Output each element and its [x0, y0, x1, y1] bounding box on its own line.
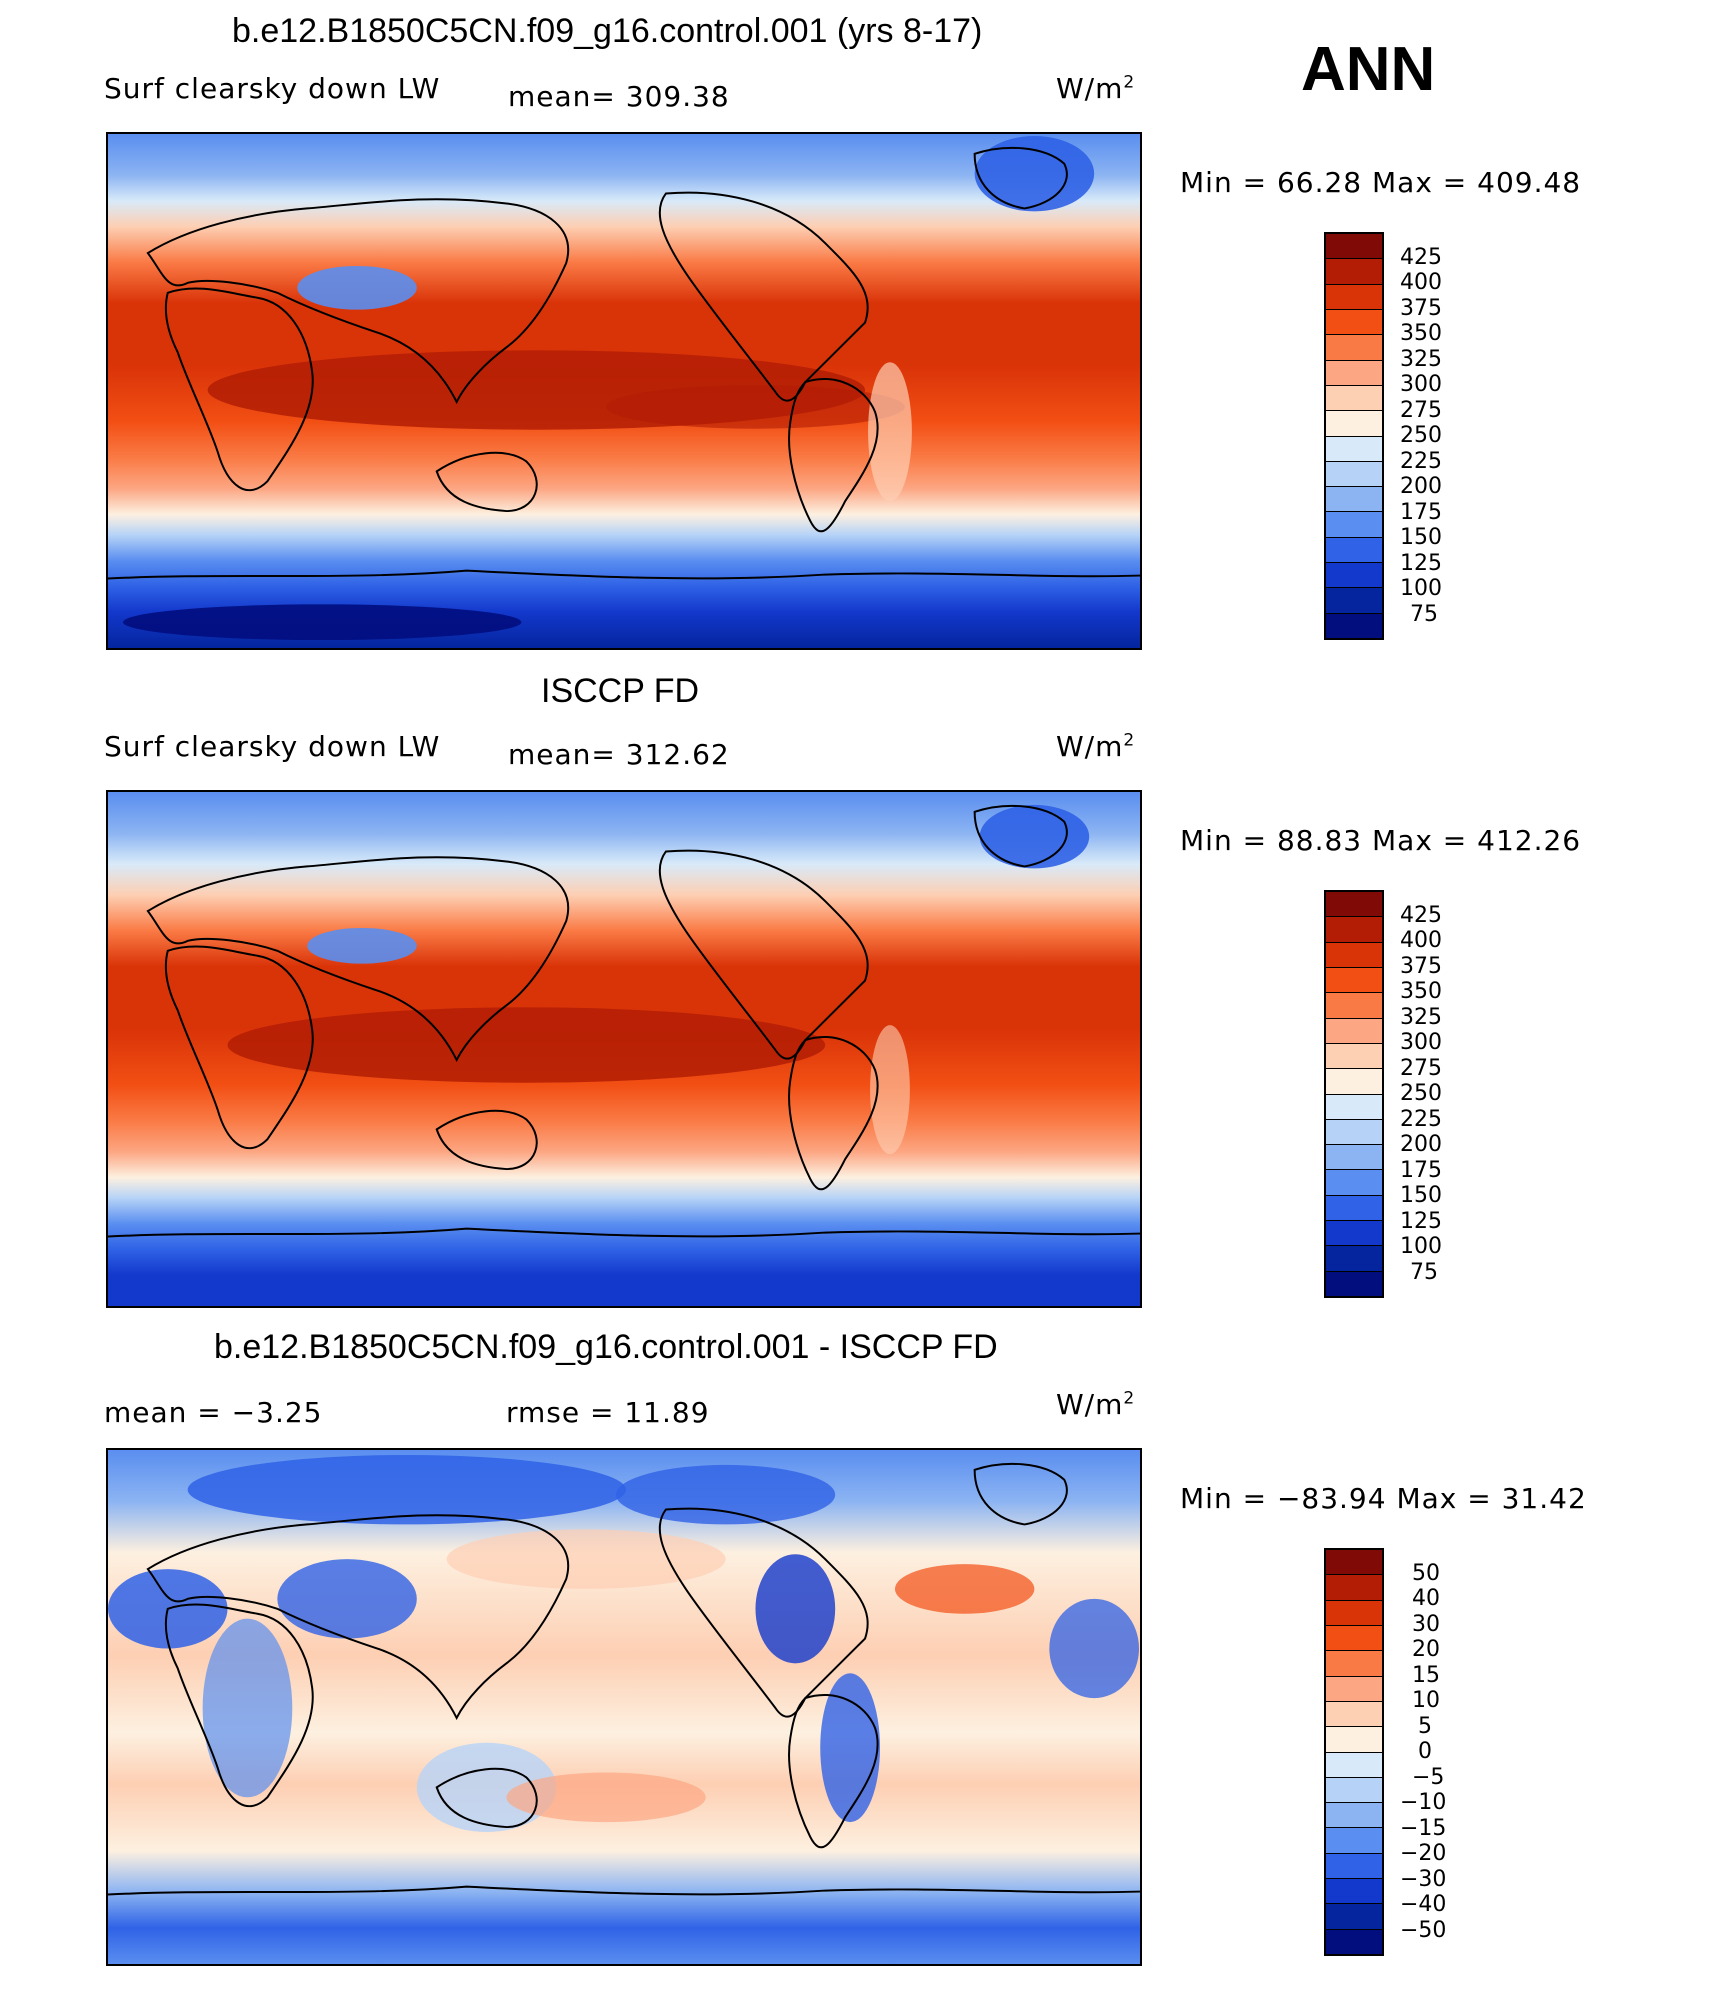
cbar1-tick: 200 — [1400, 474, 1442, 499]
cbar3-tick: 30 — [1412, 1612, 1440, 1637]
cbar2-tick: 75 — [1410, 1260, 1438, 1285]
cbar2-tick: 275 — [1400, 1056, 1442, 1081]
cbar1-tick: 75 — [1410, 602, 1438, 627]
cbar2-tick: 400 — [1400, 928, 1442, 953]
cbar3-tick: 50 — [1412, 1561, 1440, 1586]
cbar3-tick: 40 — [1412, 1586, 1440, 1611]
cbar3-tick: −5 — [1412, 1765, 1445, 1790]
cbar2-tick: 375 — [1400, 954, 1442, 979]
cbar2-tick: 350 — [1400, 979, 1442, 1004]
cbar2-tick: 425 — [1400, 903, 1442, 928]
cbar3-tick: −15 — [1400, 1816, 1447, 1841]
panel2-field-label: Surf clearsky down LW — [104, 730, 441, 763]
panel3-rmse: rmse = 11.89 — [506, 1396, 710, 1429]
cbar3-tick: 0 — [1418, 1739, 1432, 1764]
panel2-mean: mean= 312.62 — [508, 738, 730, 771]
panel1-title: b.e12.B1850C5CN.f09_g16.control.001 (yrs… — [232, 12, 983, 50]
cbar1-tick: 325 — [1400, 347, 1442, 372]
panel1-units: W/m2 — [1056, 72, 1136, 105]
cbar2-tick: 150 — [1400, 1183, 1442, 1208]
cbar2-tick: 325 — [1400, 1005, 1442, 1030]
panel2-title: ISCCP FD — [541, 672, 700, 710]
panel1-minmax: Min = 66.28 Max = 409.48 — [1180, 166, 1582, 199]
cbar3-tick: −10 — [1400, 1790, 1447, 1815]
cbar3-tick: −20 — [1400, 1841, 1447, 1866]
panel3-minmax: Min = −83.94 Max = 31.42 — [1180, 1482, 1587, 1515]
cbar1-tick: 250 — [1400, 423, 1442, 448]
cbar3-tick: 20 — [1412, 1637, 1440, 1662]
panel3-units: W/m2 — [1056, 1388, 1136, 1421]
cbar1-tick: 175 — [1400, 500, 1442, 525]
panel2-minmax: Min = 88.83 Max = 412.26 — [1180, 824, 1582, 857]
cbar3-tick: 10 — [1412, 1688, 1440, 1713]
panel2-colorbar — [1324, 890, 1384, 1298]
panel3-colorbar — [1324, 1548, 1384, 1956]
cbar1-tick: 350 — [1400, 321, 1442, 346]
panel3-mean: mean = −3.25 — [104, 1396, 323, 1429]
cbar1-tick: 425 — [1400, 245, 1442, 270]
cbar1-tick: 150 — [1400, 525, 1442, 550]
panel3-map — [106, 1448, 1142, 1966]
panel1-map — [106, 132, 1142, 650]
cbar1-tick: 125 — [1400, 551, 1442, 576]
cbar2-tick: 250 — [1400, 1081, 1442, 1106]
cbar3-tick: −40 — [1400, 1892, 1447, 1917]
cbar3-tick: 5 — [1418, 1714, 1432, 1739]
panel1-colorbar — [1324, 232, 1384, 640]
panel3-title: b.e12.B1850C5CN.f09_g16.control.001 - IS… — [214, 1328, 998, 1366]
cbar2-tick: 225 — [1400, 1107, 1442, 1132]
cbar2-tick: 300 — [1400, 1030, 1442, 1055]
cbar1-tick: 400 — [1400, 270, 1442, 295]
panel2-units: W/m2 — [1056, 730, 1136, 763]
panel2-map — [106, 790, 1142, 1308]
cbar2-tick: 100 — [1400, 1234, 1442, 1259]
season-label: ANN — [1301, 35, 1436, 104]
cbar3-tick: 15 — [1412, 1663, 1440, 1688]
cbar2-tick: 175 — [1400, 1158, 1442, 1183]
cbar1-tick: 100 — [1400, 576, 1442, 601]
cbar2-tick: 200 — [1400, 1132, 1442, 1157]
panel1-mean: mean= 309.38 — [508, 80, 730, 113]
panel1-field-label: Surf clearsky down LW — [104, 72, 441, 105]
cbar3-tick: −50 — [1400, 1918, 1447, 1943]
cbar1-tick: 375 — [1400, 296, 1442, 321]
cbar2-tick: 125 — [1400, 1209, 1442, 1234]
cbar1-tick: 225 — [1400, 449, 1442, 474]
cbar1-tick: 300 — [1400, 372, 1442, 397]
cbar1-tick: 275 — [1400, 398, 1442, 423]
cbar3-tick: −30 — [1400, 1867, 1447, 1892]
